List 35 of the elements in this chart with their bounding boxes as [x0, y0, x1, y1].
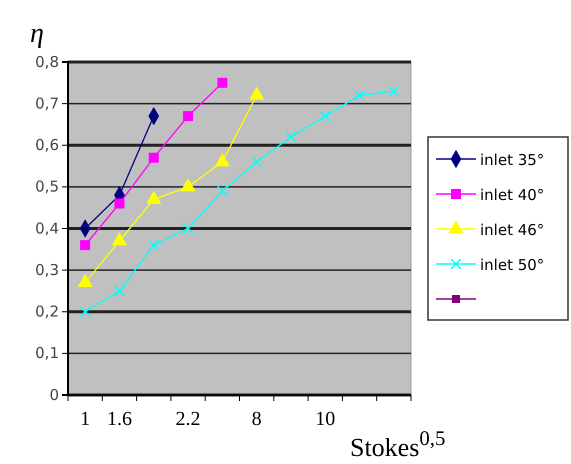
x-axis-title: Stokes$^{0,5}$ [350, 426, 446, 462]
point [251, 156, 262, 168]
point [388, 86, 400, 97]
point [183, 111, 194, 122]
y-tick-label: 0,7 [35, 94, 59, 112]
point [114, 285, 125, 296]
point [114, 198, 124, 209]
point [320, 110, 331, 122]
x-tick-label: 1 [80, 408, 90, 430]
point [80, 306, 91, 318]
y-tick-label: 0,1 [35, 344, 59, 362]
legend-label: inlet 35° [480, 151, 544, 169]
point [216, 186, 228, 197]
y-tick-label: 0,2 [35, 302, 59, 321]
legend-label: inlet 46° [480, 221, 544, 239]
y-tick-label: 0,4 [35, 219, 59, 238]
y-axis-title: η [30, 18, 44, 49]
point [217, 78, 228, 88]
x-tick-label: 10 [315, 408, 336, 430]
point [80, 240, 90, 250]
point [354, 90, 366, 101]
point [148, 240, 160, 251]
x-tick-label: 2.2 [176, 408, 201, 430]
legend-label: inlet 40° [480, 186, 544, 204]
x-tick-label: 8 [252, 408, 262, 430]
y-tick-label: 0,8 [35, 52, 59, 71]
x-tick-label: 1.6 [106, 408, 132, 430]
y-tick-label: 0,6 [35, 136, 59, 154]
legend-label: inlet 50° [480, 256, 544, 274]
point [148, 152, 159, 163]
y-tick-label: 0,3 [35, 260, 59, 279]
y-tick-label: 0 [49, 386, 59, 404]
y-tick-label: 0,5 [35, 178, 59, 196]
point [182, 223, 194, 234]
point [285, 131, 296, 142]
